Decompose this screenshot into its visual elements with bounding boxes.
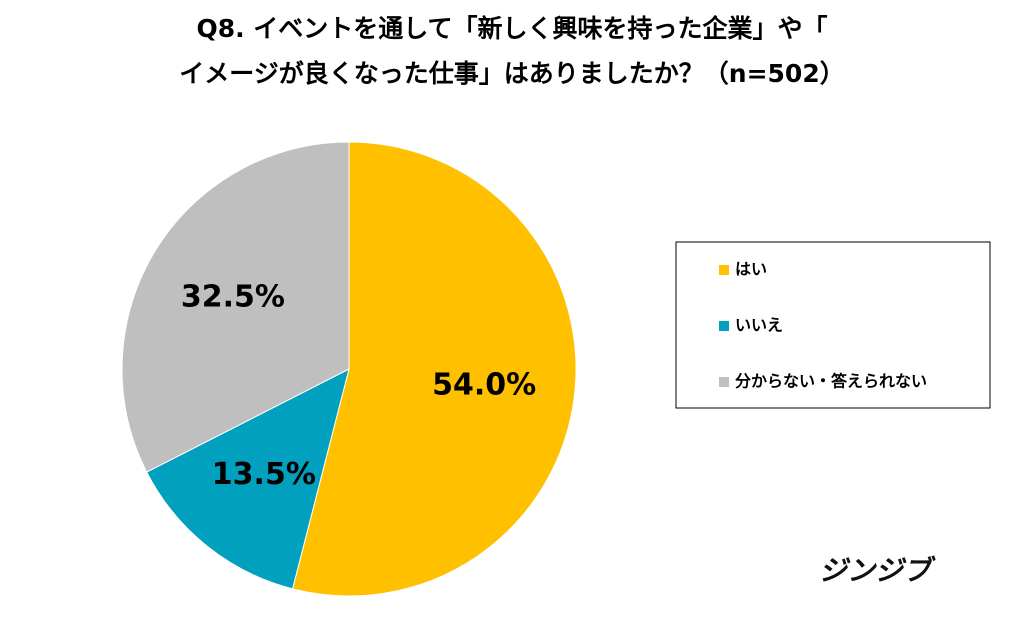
logo: ジンジブ bbox=[819, 554, 936, 587]
legend-label: はい bbox=[735, 260, 767, 279]
legend-swatch bbox=[719, 265, 729, 275]
legend-label: 分からない・答えられない bbox=[735, 372, 927, 391]
pie-slice bbox=[291, 141, 577, 597]
value-label: 32.5% bbox=[181, 279, 285, 314]
legend-label: いいえ bbox=[735, 316, 783, 335]
chart-title: イメージが良くなった仕事」はありましたか？（n=502） bbox=[179, 59, 844, 88]
pie-slice bbox=[121, 141, 350, 473]
value-label: 54.0% bbox=[432, 368, 536, 403]
legend-swatch bbox=[719, 321, 729, 331]
pie-slice bbox=[146, 368, 350, 590]
value-label: 13.5% bbox=[212, 457, 316, 492]
chart-title: Q8. イベントを通して「新しく興味を持った企業」や「 bbox=[196, 14, 827, 43]
legend-swatch bbox=[719, 377, 729, 387]
